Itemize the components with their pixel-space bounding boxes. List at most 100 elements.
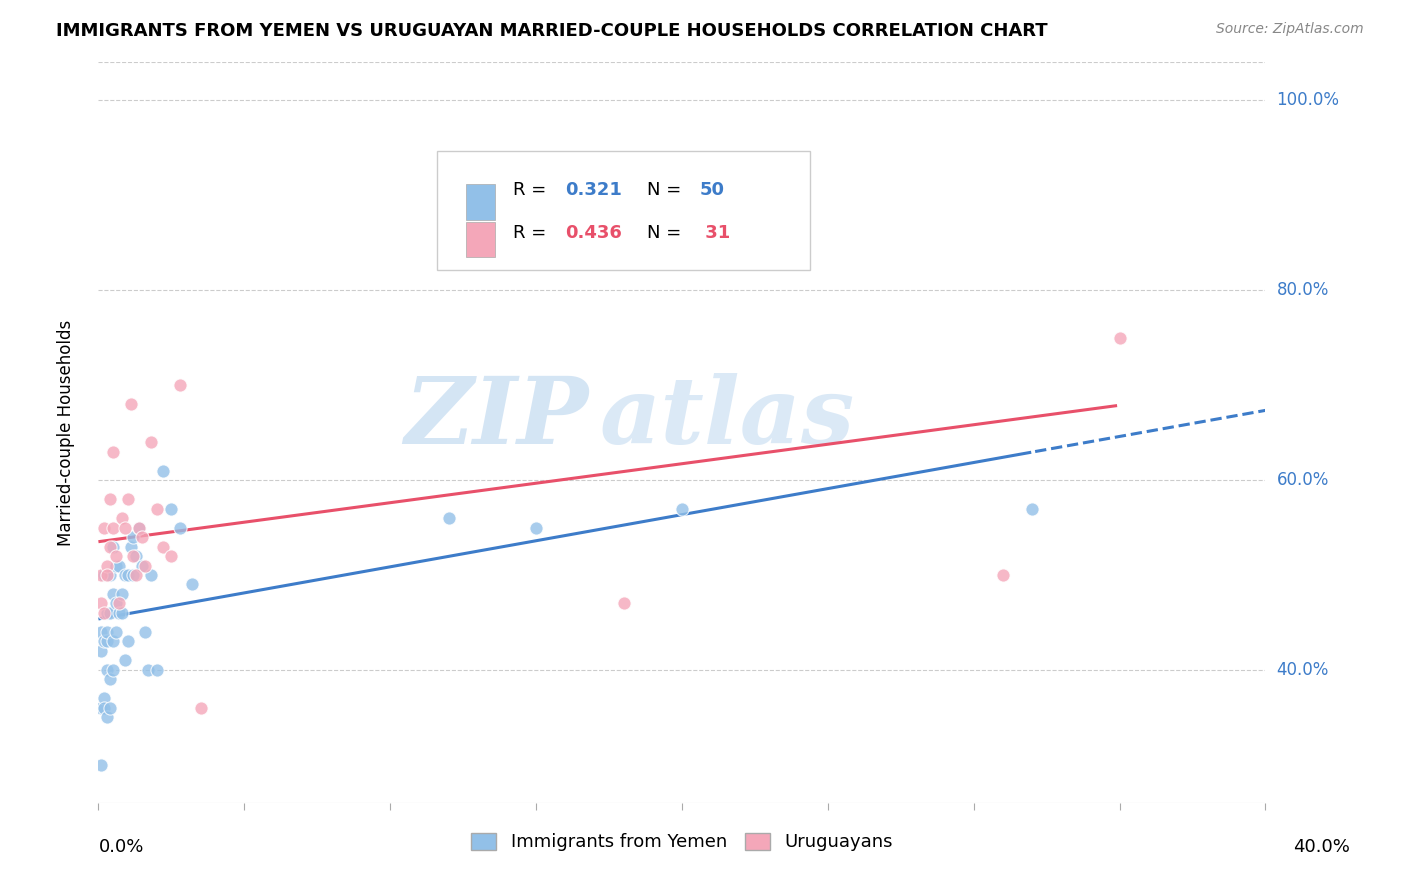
Point bbox=[758, 235, 780, 250]
Point bbox=[96, 634, 118, 648]
Text: 0.321: 0.321 bbox=[565, 181, 621, 199]
Point bbox=[111, 511, 134, 525]
Point bbox=[169, 378, 191, 392]
Text: R =: R = bbox=[513, 224, 551, 243]
Point bbox=[146, 501, 169, 516]
Point bbox=[117, 491, 139, 506]
Point bbox=[180, 577, 202, 591]
Text: 40.0%: 40.0% bbox=[1294, 838, 1350, 856]
Point bbox=[122, 549, 145, 563]
Point bbox=[108, 558, 131, 573]
Point bbox=[134, 624, 156, 639]
Point bbox=[93, 701, 115, 715]
Text: 100.0%: 100.0% bbox=[1277, 91, 1340, 110]
Legend: Immigrants from Yemen, Uruguayans: Immigrants from Yemen, Uruguayans bbox=[461, 823, 903, 861]
Point bbox=[96, 606, 118, 620]
Point bbox=[122, 530, 145, 544]
Point bbox=[90, 624, 112, 639]
Point bbox=[96, 624, 118, 639]
Point bbox=[146, 663, 169, 677]
Point bbox=[120, 397, 142, 411]
Point bbox=[117, 568, 139, 582]
Text: R =: R = bbox=[513, 181, 551, 199]
Point bbox=[108, 597, 131, 611]
Point bbox=[98, 491, 121, 506]
Point bbox=[136, 663, 159, 677]
Text: 80.0%: 80.0% bbox=[1277, 281, 1329, 299]
Point bbox=[96, 558, 118, 573]
Point bbox=[101, 520, 124, 534]
Point bbox=[117, 634, 139, 648]
Point bbox=[524, 520, 547, 534]
Point bbox=[93, 691, 115, 706]
Point bbox=[128, 520, 150, 534]
Point bbox=[96, 568, 118, 582]
Point bbox=[1108, 331, 1130, 345]
Point bbox=[93, 606, 115, 620]
Bar bbox=[465, 222, 495, 257]
Point bbox=[98, 540, 121, 554]
Point bbox=[139, 435, 162, 450]
Point bbox=[991, 568, 1014, 582]
Point bbox=[125, 549, 148, 563]
Point bbox=[160, 549, 183, 563]
Point bbox=[98, 701, 121, 715]
Point bbox=[122, 568, 145, 582]
Point bbox=[131, 558, 153, 573]
Point bbox=[169, 520, 191, 534]
Point bbox=[101, 663, 124, 677]
Point bbox=[160, 501, 183, 516]
Point bbox=[114, 520, 136, 534]
Point bbox=[101, 444, 124, 458]
Point bbox=[96, 663, 118, 677]
Point bbox=[101, 540, 124, 554]
Text: 60.0%: 60.0% bbox=[1277, 471, 1329, 489]
Point bbox=[111, 587, 134, 601]
Point bbox=[93, 634, 115, 648]
Point bbox=[90, 701, 112, 715]
Point bbox=[90, 568, 112, 582]
Point bbox=[134, 558, 156, 573]
Point bbox=[152, 540, 174, 554]
Point bbox=[96, 710, 118, 724]
Point bbox=[1021, 501, 1043, 516]
Text: ZIP: ZIP bbox=[405, 373, 589, 463]
Point bbox=[671, 501, 693, 516]
Point bbox=[437, 511, 460, 525]
Point bbox=[98, 606, 121, 620]
Point bbox=[111, 606, 134, 620]
Bar bbox=[465, 185, 495, 220]
Text: atlas: atlas bbox=[600, 373, 855, 463]
Point bbox=[90, 644, 112, 658]
Text: N =: N = bbox=[647, 224, 688, 243]
Point bbox=[98, 568, 121, 582]
Y-axis label: Married-couple Households: Married-couple Households bbox=[56, 319, 75, 546]
Point bbox=[93, 568, 115, 582]
Point bbox=[93, 520, 115, 534]
FancyBboxPatch shape bbox=[437, 152, 810, 269]
Point bbox=[101, 634, 124, 648]
Text: 0.0%: 0.0% bbox=[98, 838, 143, 856]
Text: 50: 50 bbox=[699, 181, 724, 199]
Point bbox=[108, 606, 131, 620]
Text: 40.0%: 40.0% bbox=[1277, 661, 1329, 679]
Text: 31: 31 bbox=[699, 224, 731, 243]
Text: Source: ZipAtlas.com: Source: ZipAtlas.com bbox=[1216, 22, 1364, 37]
Point bbox=[104, 624, 127, 639]
Point bbox=[128, 520, 150, 534]
Point bbox=[104, 549, 127, 563]
Point bbox=[104, 597, 127, 611]
Point bbox=[190, 701, 212, 715]
Point bbox=[98, 673, 121, 687]
Text: IMMIGRANTS FROM YEMEN VS URUGUAYAN MARRIED-COUPLE HOUSEHOLDS CORRELATION CHART: IMMIGRANTS FROM YEMEN VS URUGUAYAN MARRI… bbox=[56, 22, 1047, 40]
Text: N =: N = bbox=[647, 181, 688, 199]
Point bbox=[125, 568, 148, 582]
Point bbox=[120, 540, 142, 554]
Point bbox=[612, 597, 634, 611]
Point bbox=[90, 597, 112, 611]
Point bbox=[152, 464, 174, 478]
Point bbox=[131, 530, 153, 544]
Point bbox=[114, 568, 136, 582]
Point bbox=[104, 558, 127, 573]
Point bbox=[101, 587, 124, 601]
